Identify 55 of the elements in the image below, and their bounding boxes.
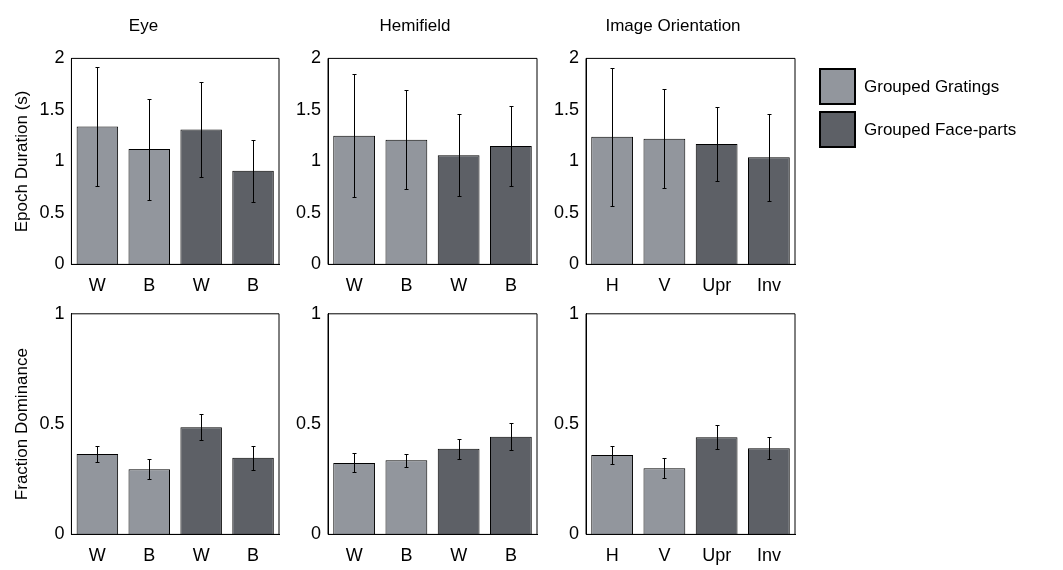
x-tick-label: B [143, 275, 156, 296]
y-tick-label: 1 [311, 302, 322, 323]
y-tick-label: 0 [569, 523, 580, 544]
x-tick-label: B [247, 275, 260, 296]
y-tick-label: 2 [311, 47, 322, 68]
x-tick-label: W [450, 545, 468, 566]
x-tick-label: W [88, 545, 106, 566]
x-tick-label: B [504, 545, 517, 566]
y-tick-label: 0 [54, 523, 65, 544]
x-tick-label: W [192, 275, 210, 296]
y-tick-label: 1 [569, 150, 580, 171]
y-axis-title: Fraction Dominance [11, 348, 31, 501]
y-tick-label: 1.5 [295, 98, 322, 119]
y-tick-label: 0.5 [295, 413, 322, 434]
y-tick-label: 0.5 [39, 413, 65, 434]
y-tick-label: 1 [54, 150, 65, 171]
x-tick-label: V [658, 275, 671, 296]
y-tick-label: 0.5 [553, 201, 580, 222]
y-tick-label: 0 [311, 253, 322, 274]
y-tick-label: 0 [311, 523, 322, 544]
y-tick-label: 2 [54, 47, 65, 68]
x-tick-label: H [605, 275, 619, 296]
legend-label: Grouped Gratings [864, 76, 1000, 97]
y-tick-label: 0 [54, 253, 65, 274]
y-tick-label: 0.5 [295, 201, 322, 222]
y-tick-label: 1.5 [39, 98, 65, 119]
chart-title: Hemifield [379, 15, 451, 35]
y-tick-label: 0 [569, 253, 580, 274]
x-tick-label: Upr [702, 545, 732, 566]
x-tick-label: B [400, 275, 413, 296]
x-tick-label: H [605, 545, 619, 566]
y-tick-label: 0.5 [39, 201, 65, 222]
x-tick-label: Inv [756, 275, 781, 296]
y-tick-label: 1 [311, 150, 322, 171]
x-tick-label: V [658, 545, 671, 566]
x-tick-label: B [143, 545, 156, 566]
x-tick-label: Upr [702, 275, 732, 296]
y-tick-label: 1 [569, 302, 580, 323]
x-tick-label: W [450, 275, 468, 296]
x-tick-label: W [88, 275, 106, 296]
y-tick-label: 0.5 [553, 413, 580, 434]
x-tick-label: W [192, 545, 210, 566]
x-tick-label: W [345, 275, 363, 296]
x-tick-label: B [400, 545, 413, 566]
y-tick-label: 2 [569, 47, 580, 68]
x-tick-label: W [345, 545, 363, 566]
y-tick-label: 1 [54, 302, 65, 323]
y-axis-title: Epoch Duration (s) [11, 90, 31, 233]
chart-title: Eye [128, 15, 159, 35]
x-tick-label: B [504, 275, 517, 296]
x-tick-label: B [247, 545, 260, 566]
chart-title: Image Orientation [605, 15, 741, 35]
legend-label: Grouped Face-parts [864, 119, 1017, 140]
y-tick-label: 1.5 [553, 98, 580, 119]
x-tick-label: Inv [756, 545, 781, 566]
